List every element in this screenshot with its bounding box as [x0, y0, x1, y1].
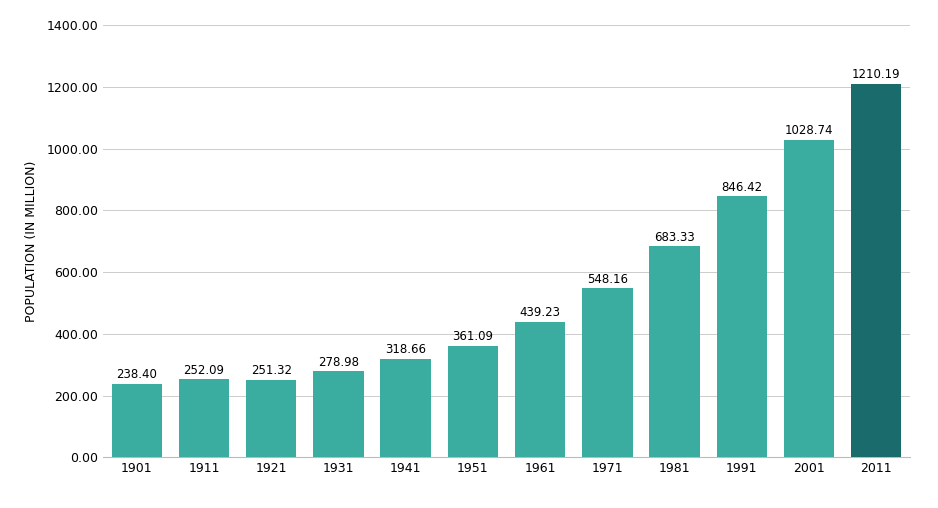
Bar — [381, 359, 431, 457]
Bar — [179, 379, 229, 457]
Bar — [447, 346, 498, 457]
Bar — [851, 84, 901, 457]
Text: 252.09: 252.09 — [184, 364, 224, 377]
Text: 683.33: 683.33 — [654, 231, 695, 244]
Bar — [649, 246, 700, 457]
Text: 439.23: 439.23 — [520, 306, 561, 319]
Text: 238.40: 238.40 — [116, 368, 158, 381]
Text: 1028.74: 1028.74 — [785, 124, 833, 138]
Bar — [246, 379, 296, 457]
Bar — [112, 384, 162, 457]
Text: 1210.19: 1210.19 — [852, 69, 900, 81]
Bar — [784, 140, 834, 457]
Bar — [515, 322, 566, 457]
Text: 361.09: 361.09 — [452, 330, 493, 343]
Bar — [717, 196, 767, 457]
Text: 846.42: 846.42 — [721, 181, 763, 194]
Text: 278.98: 278.98 — [318, 356, 359, 369]
Text: 318.66: 318.66 — [386, 343, 426, 357]
Text: 548.16: 548.16 — [587, 273, 628, 285]
Bar — [313, 371, 364, 457]
Bar — [582, 288, 632, 457]
Y-axis label: POPULATION (IN MILLION): POPULATION (IN MILLION) — [25, 161, 38, 322]
Text: 251.32: 251.32 — [250, 364, 292, 377]
